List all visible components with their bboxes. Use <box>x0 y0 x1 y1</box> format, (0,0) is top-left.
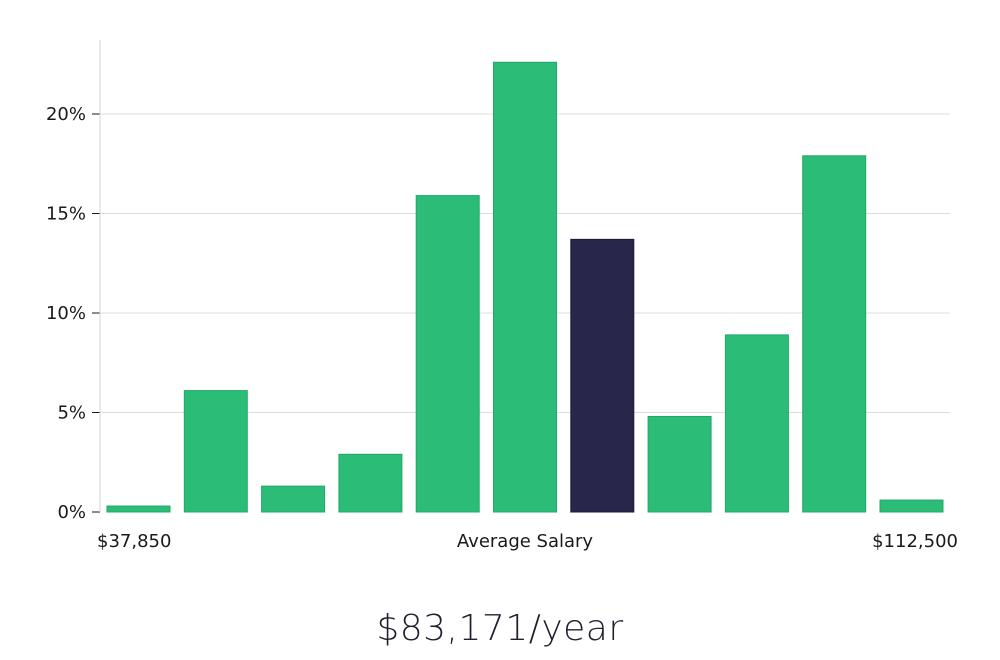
bar <box>106 505 171 513</box>
bar <box>183 390 248 513</box>
bars <box>106 61 944 513</box>
x-axis-max-label: $112,500 <box>872 531 958 552</box>
average-salary-value: $83,171/year <box>376 608 624 649</box>
bar <box>338 453 403 513</box>
x-axis-min-label: $37,850 <box>97 531 171 552</box>
bar <box>879 499 944 513</box>
y-tick-label: 10% <box>46 303 86 324</box>
bar <box>415 195 480 513</box>
bar <box>724 334 789 513</box>
y-tick-label: 5% <box>57 403 86 424</box>
bar <box>647 415 712 513</box>
bar <box>493 61 557 513</box>
bar <box>802 155 867 513</box>
y-axis-ticks: 0% 5% 10% 15% 20% <box>46 104 100 523</box>
bar <box>261 485 326 513</box>
bar-highlight <box>570 238 635 513</box>
y-tick-label: 20% <box>46 104 86 125</box>
x-axis-title: Average Salary <box>457 531 594 552</box>
y-tick-label: 0% <box>57 502 86 523</box>
y-tick-label: 15% <box>46 204 86 225</box>
